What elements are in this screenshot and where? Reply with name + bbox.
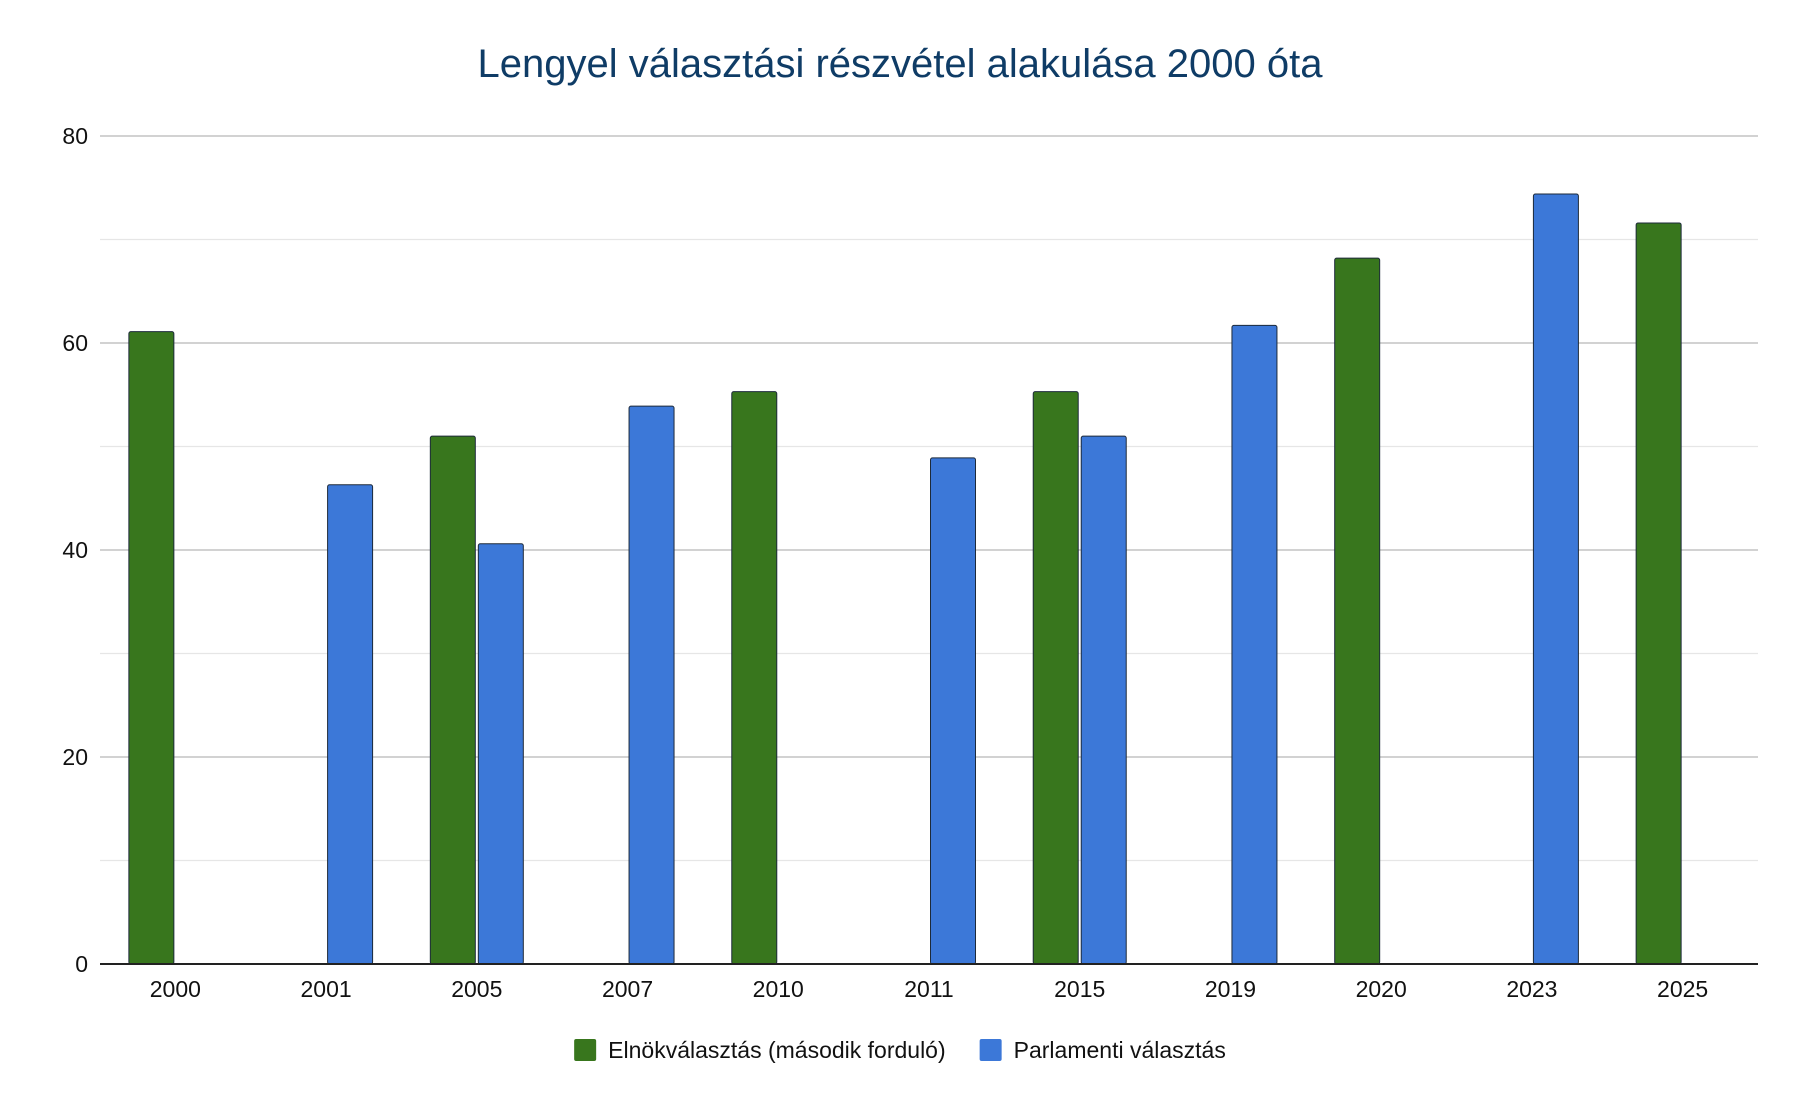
x-tick-label: 2025 — [1657, 976, 1708, 1002]
x-tick-label: 2011 — [904, 976, 953, 1002]
x-tick-label: 2001 — [301, 976, 352, 1002]
x-tick-label: 2005 — [451, 976, 502, 1002]
bar-elnokvalasztas-2025 — [1635, 222, 1682, 965]
y-tick-label: 20 — [62, 744, 88, 770]
x-tick-label: 2020 — [1356, 976, 1407, 1002]
x-tick-label: 2023 — [1506, 976, 1557, 1002]
bar-parlamenti-2019 — [1231, 324, 1278, 965]
gridlines — [100, 135, 1758, 862]
bar-parlamenti-2007 — [628, 405, 675, 965]
x-tick-label: 2015 — [1054, 976, 1105, 1002]
bar-elnokvalasztas-2020 — [1334, 257, 1381, 965]
bar-parlamenti-2005 — [477, 543, 524, 965]
x-tick-label: 2010 — [753, 976, 804, 1002]
y-axis-ticks: 0 20 40 60 80 — [62, 123, 88, 977]
y-tick-label: 80 — [62, 123, 88, 149]
legend: Elnökválasztás (második forduló) Parlamen… — [574, 1037, 1226, 1063]
bars — [128, 193, 1682, 965]
x-tick-label: 2007 — [602, 976, 653, 1002]
bar-parlamenti-2001 — [327, 484, 374, 965]
bar-elnokvalasztas-2000 — [128, 331, 175, 965]
y-tick-label: 0 — [75, 951, 88, 977]
legend-label: Elnökválasztás (második forduló) — [608, 1037, 945, 1063]
bar-elnokvalasztas-2010 — [731, 391, 778, 965]
x-tick-label: 2000 — [150, 976, 201, 1002]
y-tick-label: 40 — [62, 537, 88, 563]
legend-swatch — [979, 1039, 1002, 1061]
bar-parlamenti-2015 — [1080, 435, 1127, 965]
bar-elnokvalasztas-2015 — [1032, 391, 1079, 965]
bar-elnokvalasztas-2005 — [429, 435, 476, 965]
x-tick-label: 2019 — [1205, 976, 1256, 1002]
chart-title: Lengyel választási részvétel alakulása 2… — [478, 42, 1324, 86]
x-axis-ticks: 2000 2001 2005 2007 2010 2011 2015 2019 2020 2023… — [150, 976, 1708, 1002]
legend-label: Parlamenti választás — [1014, 1037, 1226, 1063]
bar-parlamenti-2011 — [930, 457, 976, 965]
y-tick-label: 60 — [62, 330, 88, 356]
bar-parlamenti-2023 — [1532, 193, 1579, 965]
legend-swatch — [574, 1039, 597, 1061]
